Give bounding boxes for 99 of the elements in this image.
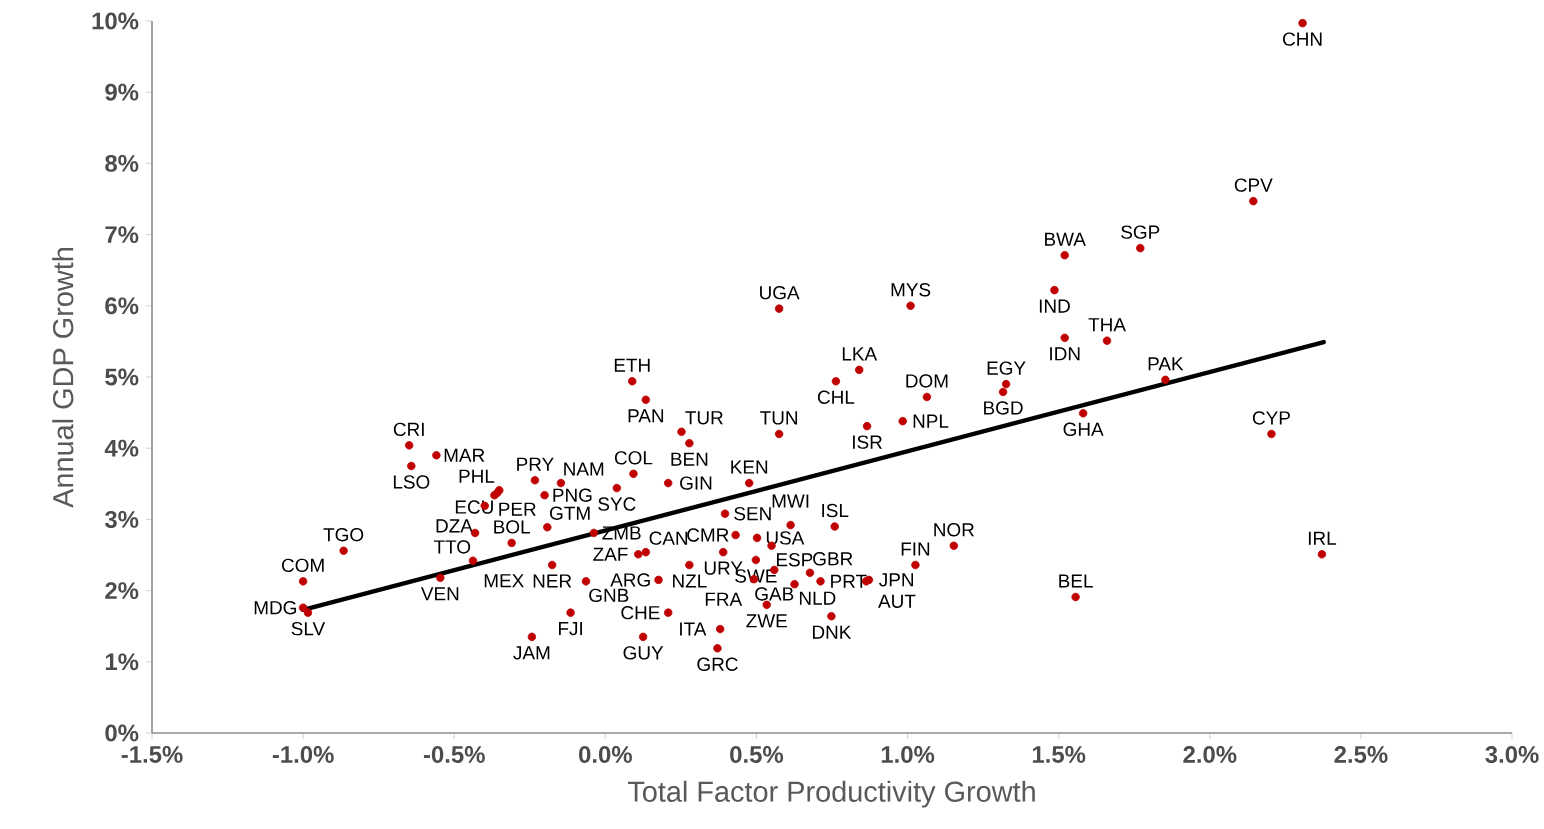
y-tick-label: 3% <box>104 510 139 528</box>
data-label: ZAF <box>593 547 628 561</box>
data-label: GNB <box>589 588 629 603</box>
data-label: COM <box>282 558 324 573</box>
x-tick-label: 3.0% <box>1485 746 1539 764</box>
data-label: GIN <box>680 476 712 490</box>
data-label: CHE <box>621 605 660 620</box>
data-label: BEL <box>1059 574 1093 588</box>
x-tick-label: -1.0% <box>272 746 334 763</box>
data-label: NER <box>533 574 572 588</box>
y-tick-label: 9% <box>105 83 139 101</box>
data-label: ISR <box>853 435 882 449</box>
data-label: CPV <box>1234 178 1273 192</box>
data-label: EGY <box>987 361 1026 375</box>
data-label: LSO <box>393 475 430 489</box>
x-tick-label: -1.5% <box>121 746 183 763</box>
data-label: SEN <box>734 507 771 521</box>
data-label: COL <box>614 451 653 465</box>
x-tick-label: -0.5% <box>423 746 485 763</box>
data-label: FJI <box>559 622 582 636</box>
data-label: NAM <box>564 462 604 476</box>
data-label: BOL <box>494 520 530 534</box>
data-label: LKA <box>842 347 878 361</box>
y-tick-label: 6% <box>105 297 139 315</box>
data-label: CHN <box>1283 32 1322 46</box>
data-label: PRY <box>517 457 554 471</box>
data-label: DOM <box>906 374 948 388</box>
y-tick-label: 0% <box>105 724 139 742</box>
data-label: MWI <box>772 494 809 508</box>
y-tick-label: 1% <box>105 653 139 671</box>
data-label: THA <box>1088 318 1126 332</box>
data-label: FIN <box>901 542 930 556</box>
data-label: ZWE <box>746 614 787 628</box>
data-label: ITA <box>680 622 707 636</box>
data-label: IRL <box>1308 531 1337 545</box>
data-label: TUN <box>760 411 798 425</box>
x-tick-label: 2.5% <box>1334 746 1388 763</box>
data-label: USA <box>766 531 805 545</box>
data-label: DZA <box>436 519 473 533</box>
data-label: IND <box>1039 299 1070 313</box>
data-label: DNK <box>812 625 852 639</box>
data-label: SYC <box>598 497 636 511</box>
data-label: GAB <box>755 587 794 601</box>
data-label: ETH <box>614 358 650 372</box>
data-label: PER <box>499 502 536 516</box>
x-tick-label: 0.0% <box>579 746 632 763</box>
data-label: KEN <box>731 460 768 474</box>
data-label: JPN <box>879 573 914 587</box>
data-label: MYS <box>891 283 931 297</box>
data-label: CAN <box>649 531 688 545</box>
data-label: GTM <box>550 506 590 520</box>
data-label: GHA <box>1063 422 1104 437</box>
data-label: CYP <box>1252 411 1290 425</box>
data-label: VEN <box>420 587 459 601</box>
y-tick-label: 5% <box>105 368 139 386</box>
x-tick-label: 1.0% <box>881 746 935 763</box>
y-tick-label: 10% <box>92 12 139 30</box>
x-tick-label: 2.0% <box>1183 746 1237 763</box>
data-label: NLD <box>799 591 836 605</box>
data-label: GRC <box>697 657 738 671</box>
data-label: SGP <box>1121 225 1160 239</box>
data-label: IDN <box>1050 347 1080 361</box>
data-label: UGA <box>760 285 800 300</box>
data-label: MDG <box>254 600 296 615</box>
data-label: TUR <box>685 411 723 425</box>
data-label: BWA <box>1045 232 1086 246</box>
data-label: GBR <box>813 552 853 566</box>
data-label: PNG <box>553 488 592 502</box>
y-tick-label: 2% <box>105 582 139 600</box>
data-label: JAM <box>513 646 550 660</box>
data-label: CMR <box>687 528 729 542</box>
data-label: BEN <box>671 452 708 466</box>
data-label: MAR <box>444 448 485 462</box>
data-label: TTO <box>433 540 471 554</box>
data-label: CHL <box>817 390 855 404</box>
data-label: ISL <box>822 503 849 518</box>
x-tick-label: 1.5% <box>1032 746 1086 763</box>
data-label: PAN <box>628 409 664 423</box>
data-label: FRA <box>705 592 743 606</box>
y-tick-label: 8% <box>105 154 139 172</box>
data-label: GUY <box>623 646 664 660</box>
x-tick-label: 0.5% <box>730 746 784 763</box>
data-label: PAK <box>1148 357 1184 371</box>
data-label: TGO <box>323 528 364 542</box>
data-label: ESP <box>776 553 813 567</box>
data-label: BGD <box>984 401 1023 415</box>
data-label: MEX <box>484 574 524 588</box>
data-label: PHL <box>459 469 495 483</box>
y-tick-label: 7% <box>105 226 139 244</box>
data-label: AUT <box>878 594 916 608</box>
data-label: NOR <box>934 523 974 537</box>
y-axis-title: Annual GDP Growth <box>52 248 74 508</box>
data-label: SLV <box>291 621 326 636</box>
data-label: CRI <box>393 422 424 437</box>
data-label: NPL <box>913 414 949 428</box>
x-axis-title: Total Factor Productivity Growth <box>627 780 1035 808</box>
data-label: ARG <box>610 573 650 587</box>
data-label: NZL <box>673 574 707 588</box>
y-tick-label: 4% <box>104 439 139 457</box>
